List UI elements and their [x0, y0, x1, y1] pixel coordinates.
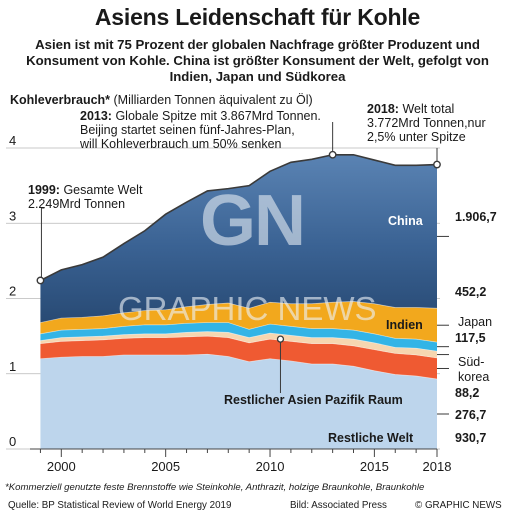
layer-boundary	[40, 331, 438, 352]
annotation-2013-text2: Beijing startet seinen fünf-Jahres-Plan,	[80, 123, 295, 137]
y-tick-label: 1	[9, 359, 16, 374]
marker-2013	[328, 150, 337, 159]
annotation-2013-text1: Globale Spitze mit 3.867Mrd Tonnen.	[111, 109, 321, 123]
annotation-2018-text2: 3.772Mrd Tonnen,nur	[367, 116, 486, 130]
value-japan: 117,5	[455, 331, 486, 345]
watermark-name: GRAPHIC NEWS	[118, 290, 377, 327]
page-title: Asiens Leidenschaft für Kohle	[94, 4, 421, 30]
x-axis: 2000 2005 2010 2015 2018	[30, 448, 452, 474]
watermark-logo: GN	[200, 181, 306, 261]
footnote: *Kommerziell genutzte feste Brennstoffe …	[5, 482, 425, 493]
y-tick-label: 0	[9, 434, 16, 449]
x-tick-label: 2018	[423, 459, 452, 474]
annotation-2013: 2013: Globale Spitze mit 3.867Mrd Tonnen…	[80, 109, 321, 151]
label-indien: Indien	[386, 318, 423, 332]
y-tick-label: 4	[9, 133, 16, 148]
value-china: 1.906,7	[455, 210, 497, 224]
x-tick-label: 2000	[47, 459, 76, 474]
annotation-1999-text2: 2.249Mrd Tonnen	[28, 197, 126, 211]
annotation-2018-year: 2018:	[367, 102, 399, 116]
area-indien	[40, 301, 437, 343]
subtitle: Asien ist mit 75 Prozent der globalen Na…	[26, 37, 489, 84]
value-indien: 452,2	[455, 285, 487, 299]
value-suedkorea: 88,2	[455, 386, 480, 400]
area-layers	[40, 153, 438, 449]
leader-1999	[40, 207, 45, 281]
marker-rest-asien	[276, 335, 285, 343]
x-tick-label: 2010	[256, 459, 285, 474]
marker-2018	[433, 160, 441, 169]
area-china	[40, 154, 437, 323]
measure-label: Kohleverbrauch* (Milliarden Tonnen äquiv…	[10, 93, 313, 107]
measure-label-unit: (Milliarden Tonnen äquivalent zu Öl)	[110, 93, 313, 107]
label-china: China	[388, 214, 423, 228]
copyright: © GRAPHIC NEWS	[415, 500, 502, 511]
label-rest-asien: Restlicher Asien Pazifik Raum	[224, 393, 403, 407]
label-rest-welt: Restliche Welt	[328, 431, 414, 445]
annotation-leaders	[36, 122, 449, 415]
annotation-1999: 1999: Gesamte Welt 2.249Mrd Tonnen	[28, 183, 142, 211]
annotation-2013-year: 2013:	[80, 109, 112, 123]
layer-boundary	[40, 301, 438, 323]
source: Quelle: BP Statistical Review of World E…	[8, 500, 232, 511]
label-suedkorea: Süd-korea	[458, 355, 489, 385]
y-axis: 0 1 2 3 4	[9, 133, 16, 449]
total-line	[40, 153, 438, 282]
label-suedkorea-line2: korea	[458, 370, 490, 384]
y-tick-label: 3	[9, 208, 16, 223]
annotation-1999-year: 1999:	[28, 183, 60, 197]
measure-label-bold: Kohleverbrauch*	[10, 93, 111, 107]
x-tick-label: 2005	[151, 459, 180, 474]
layer-boundary	[40, 353, 438, 380]
layer-boundary	[40, 322, 438, 343]
area-rest_asien	[40, 336, 437, 380]
value-rest-asien: 276,7	[455, 408, 487, 422]
annotation-2018: 2018: Welt total 3.772Mrd Tonnen,nur 2,5…	[367, 102, 486, 144]
annotation-2013-text3: will Kohleverbrauch um 50% senken	[80, 137, 282, 151]
x-tick-label: 2015	[360, 459, 389, 474]
y-tick-label: 2	[9, 284, 16, 299]
marker-1999	[36, 276, 45, 285]
layer-boundary	[40, 335, 438, 359]
value-rest-welt: 930,7	[455, 431, 487, 445]
annotation-1999-text1: Gesamte Welt	[59, 183, 143, 197]
annotation-2018-text1: Welt total	[398, 102, 455, 116]
label-suedkorea-line1: Süd-	[458, 355, 485, 369]
photo-credit: Bild: Associated Press	[290, 500, 387, 511]
label-japan: Japan	[458, 315, 493, 329]
area-rest_welt	[40, 354, 437, 449]
area-japan	[40, 322, 437, 352]
annotation-2018-text3: 2,5% unter Spitze	[367, 130, 466, 144]
